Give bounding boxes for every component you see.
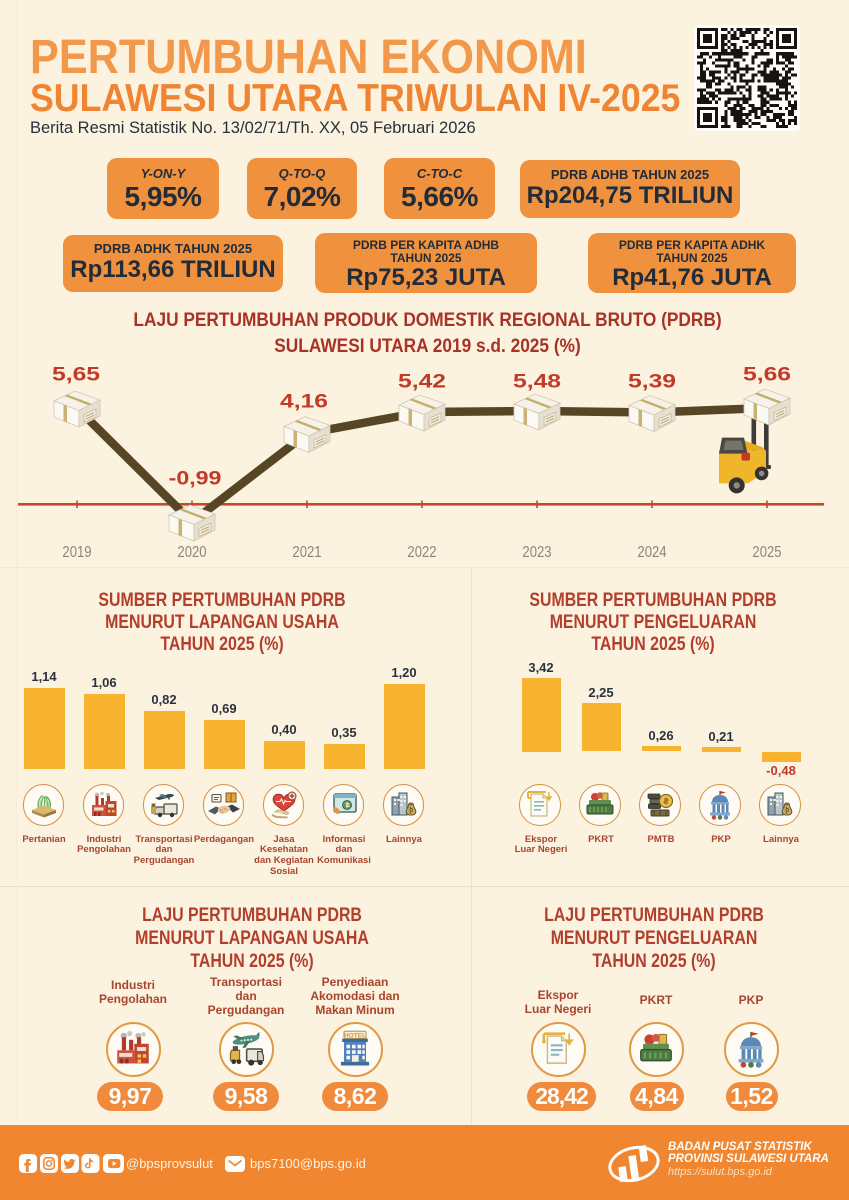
svg-text:2022: 2022 bbox=[407, 544, 436, 561]
svg-text:5,48: 5,48 bbox=[513, 370, 561, 392]
svg-text:5,66: 5,66 bbox=[743, 363, 791, 385]
svg-text:-0,99: -0,99 bbox=[169, 468, 222, 489]
svg-text:2020: 2020 bbox=[177, 544, 206, 561]
svg-text:HOTEL: HOTEL bbox=[344, 1033, 366, 1040]
svg-text:2019: 2019 bbox=[62, 544, 91, 561]
svg-text:2024: 2024 bbox=[637, 544, 666, 561]
svg-text:2021: 2021 bbox=[292, 544, 321, 561]
svg-text:5,65: 5,65 bbox=[52, 363, 100, 385]
svg-text:2025: 2025 bbox=[752, 544, 781, 561]
svg-text:5,39: 5,39 bbox=[628, 370, 676, 392]
svg-text:4,16: 4,16 bbox=[280, 390, 328, 412]
svg-text:5,42: 5,42 bbox=[398, 370, 446, 392]
svg-text:2023: 2023 bbox=[522, 544, 551, 561]
